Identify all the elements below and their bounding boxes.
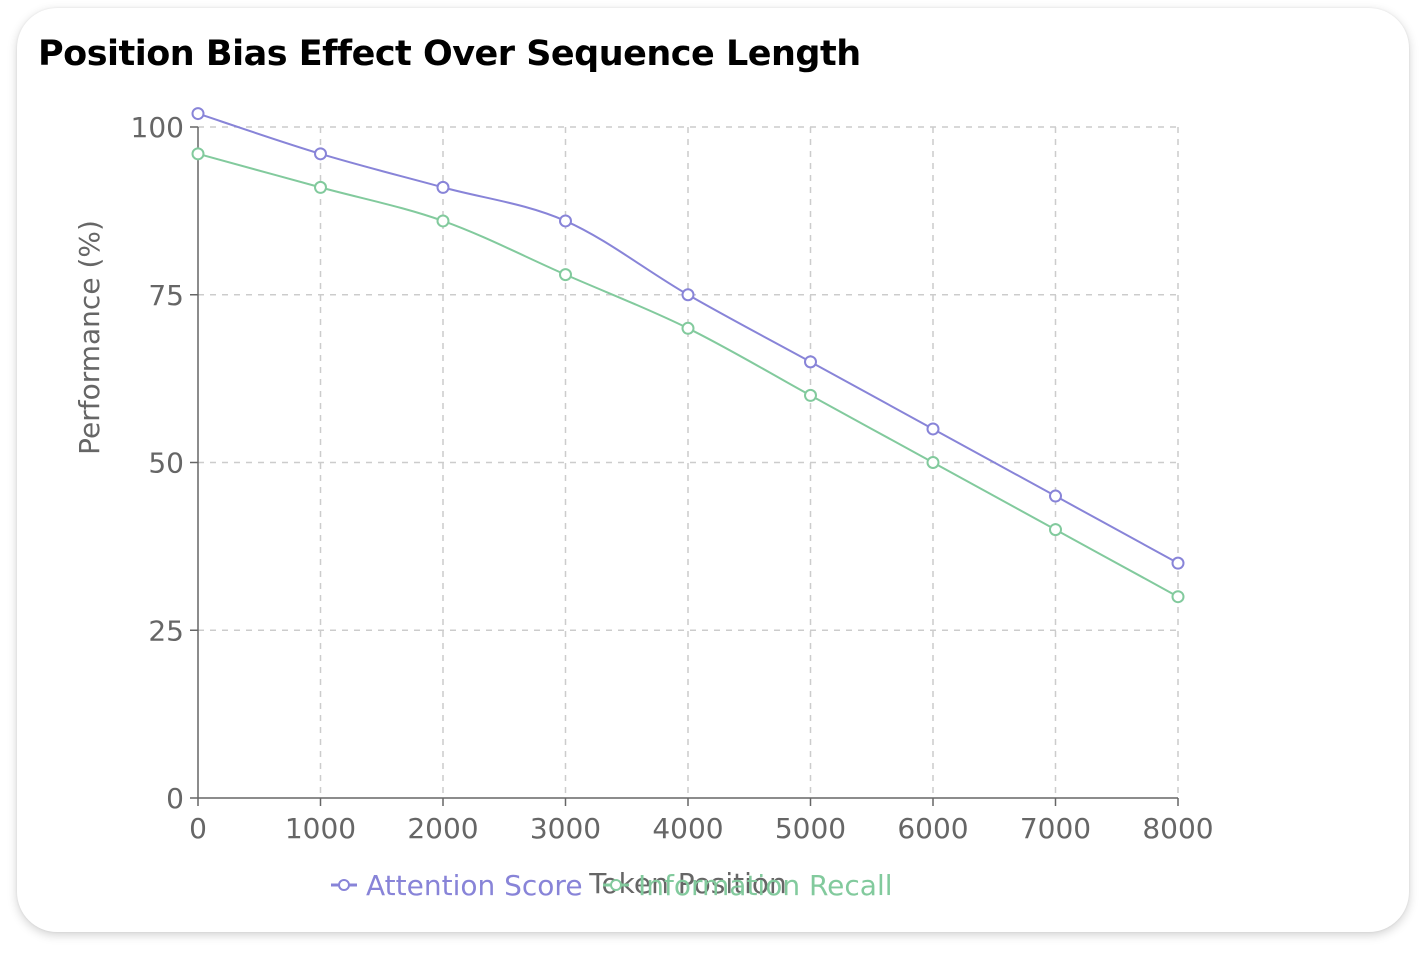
data-point	[1173, 558, 1184, 569]
x-tick-label: 1000	[285, 812, 356, 845]
data-point	[315, 148, 326, 159]
data-point	[683, 289, 694, 300]
x-tick-label: 2000	[407, 812, 478, 845]
y-tick-label: 0	[166, 782, 184, 815]
y-tick-label: 75	[148, 279, 184, 312]
y-axis-title: Performance (%)	[73, 220, 106, 455]
x-tick-label: 6000	[897, 812, 968, 845]
data-point	[193, 148, 204, 159]
data-point	[438, 182, 449, 193]
grid	[198, 127, 1178, 798]
data-point	[805, 390, 816, 401]
data-point	[560, 269, 571, 280]
legend-item-1: Attention Score	[331, 869, 583, 902]
data-point	[315, 182, 326, 193]
data-point	[1050, 524, 1061, 535]
legend-label: Information Recall	[638, 869, 893, 902]
data-point	[438, 215, 449, 226]
legend-marker-icon	[339, 880, 349, 890]
data-point	[683, 323, 694, 334]
data-point	[928, 457, 939, 468]
data-point	[1050, 491, 1061, 502]
legend-item-2: Information Recall	[603, 869, 893, 902]
x-tick-label: 3000	[530, 812, 601, 845]
x-tick-label: 0	[189, 812, 207, 845]
x-tick-label: 8000	[1142, 812, 1213, 845]
data-point	[560, 215, 571, 226]
data-point	[193, 108, 204, 119]
data-point	[928, 423, 939, 434]
series-line-2	[198, 154, 1178, 597]
y-tick-label: 100	[131, 111, 184, 144]
series-line-1	[198, 114, 1178, 564]
x-tick-label: 7000	[1020, 812, 1091, 845]
legend-label: Attention Score	[366, 869, 583, 902]
x-tick-label: 5000	[775, 812, 846, 845]
legend-marker-icon	[611, 880, 621, 890]
data-point	[1173, 591, 1184, 602]
y-tick-label: 25	[148, 614, 184, 647]
x-tick-label: 4000	[652, 812, 723, 845]
y-tick-label: 50	[148, 447, 184, 480]
data-point	[805, 356, 816, 367]
